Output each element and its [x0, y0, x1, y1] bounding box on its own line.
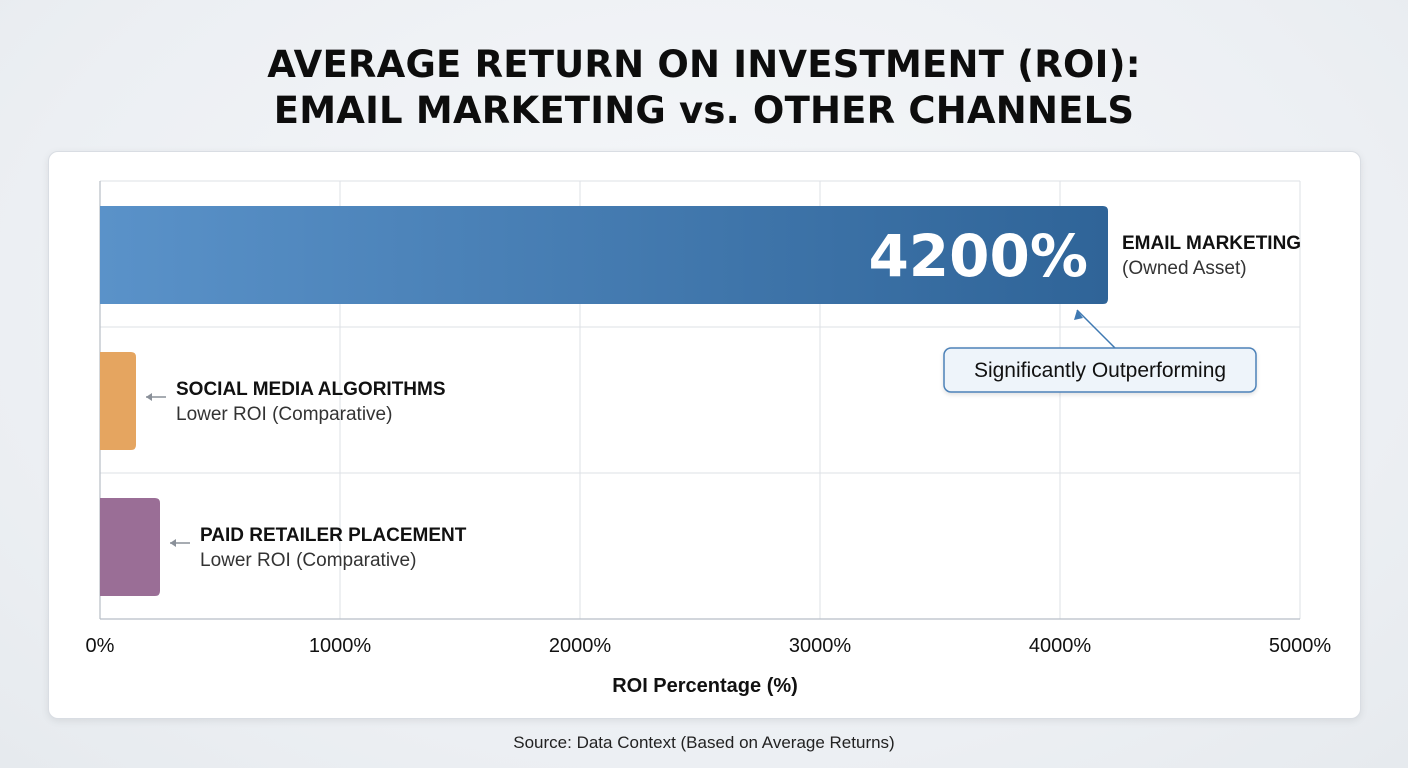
chart-title-line-1: AVERAGE RETURN ON INVESTMENT (ROI):: [267, 43, 1141, 86]
chart-card: 0% 1000% 2000% 3000% 4000% 5000% ROI Percentag…: [48, 151, 1361, 719]
category-label: SOCIAL MEDIA ALGORITHMS: [176, 379, 446, 400]
annotation-box: [943, 347, 1257, 393]
source-note: Source: Data Context (Based on Average R…: [513, 733, 895, 752]
category-label: PAID RETAILER PLACEMENT: [200, 525, 467, 546]
bar-social-media-algorithms: [100, 352, 136, 450]
chart-title: AVERAGE RETURN ON INVESTMENT (ROI): EMAI…: [0, 42, 1408, 134]
annotation-arrowhead: [1074, 310, 1083, 320]
annotation-text: Significantly Outperforming: [974, 359, 1226, 382]
chart-title-line-2: EMAIL MARKETING vs. OTHER CHANNELS: [273, 89, 1135, 132]
x-tick-label: 3000%: [789, 635, 851, 657]
pointer-arrowhead: [170, 539, 176, 547]
bar-paid-retailer-placement: [100, 498, 160, 596]
x-tick-label: 1000%: [309, 635, 371, 657]
x-axis-label: ROI Percentage (%): [612, 675, 798, 697]
pointer-arrowhead: [146, 393, 152, 401]
bar-email-marketing: [100, 206, 1108, 304]
bar-value-label: 4200%: [868, 222, 1088, 290]
x-tick-label: 0%: [86, 635, 115, 657]
category-sublabel: (Owned Asset): [1122, 258, 1247, 279]
x-tick-label: 5000%: [1269, 635, 1331, 657]
x-tick-label: 4000%: [1029, 635, 1091, 657]
x-tick-label: 2000%: [549, 635, 611, 657]
roi-bar-chart: 0% 1000% 2000% 3000% 4000% 5000% ROI Percentag…: [86, 180, 1331, 697]
annotation-arrow: [1076, 309, 1116, 349]
category-sublabel: Lower ROI (Comparative): [200, 550, 416, 571]
category-sublabel: Lower ROI (Comparative): [176, 404, 392, 425]
category-label: EMAIL MARKETING: [1122, 233, 1301, 254]
